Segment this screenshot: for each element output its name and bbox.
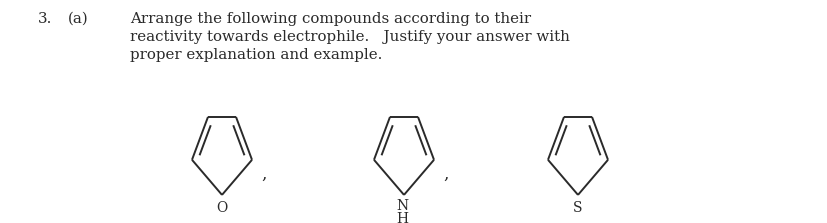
Text: 3.: 3. — [38, 12, 52, 26]
Text: O: O — [216, 201, 227, 215]
Text: S: S — [572, 201, 582, 215]
Text: proper explanation and example.: proper explanation and example. — [130, 48, 382, 62]
Text: (a): (a) — [68, 12, 88, 26]
Text: ,: , — [442, 165, 448, 182]
Text: Arrange the following compounds according to their: Arrange the following compounds accordin… — [130, 12, 530, 26]
Text: H: H — [395, 212, 408, 223]
Text: reactivity towards electrophile.   Justify your answer with: reactivity towards electrophile. Justify… — [130, 30, 569, 44]
Text: ,: , — [261, 165, 266, 182]
Text: N: N — [395, 199, 408, 213]
